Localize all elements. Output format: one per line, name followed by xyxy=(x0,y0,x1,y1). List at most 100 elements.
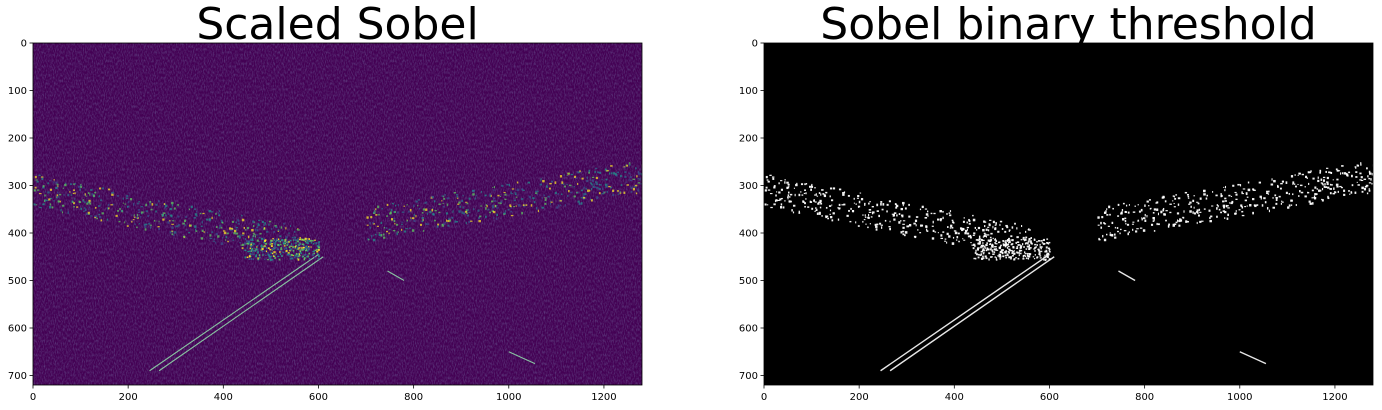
edge-speck xyxy=(1007,245,1010,248)
edge-speck xyxy=(149,224,152,226)
edge-speck xyxy=(1022,237,1024,241)
edge-speck xyxy=(869,223,871,225)
edge-speck xyxy=(1199,211,1202,213)
edge-speck xyxy=(590,199,593,202)
edge-speck xyxy=(982,252,985,255)
edge-speck xyxy=(389,211,392,214)
edge-speck xyxy=(632,187,636,191)
edge-speck xyxy=(284,240,286,243)
edge-speck xyxy=(301,238,304,241)
edge-speck xyxy=(601,192,604,195)
edge-speck xyxy=(289,248,291,251)
edge-speck xyxy=(777,199,780,202)
edge-speck xyxy=(79,201,82,203)
edge-speck xyxy=(954,231,958,235)
lane-mark xyxy=(1118,270,1136,282)
edge-speck xyxy=(1001,228,1004,230)
edge-speck xyxy=(900,207,903,211)
edge-speck xyxy=(1196,221,1198,225)
edge-speck xyxy=(1192,211,1194,214)
edge-speck xyxy=(182,222,185,225)
edge-speck xyxy=(503,212,505,214)
edge-speck xyxy=(629,176,632,179)
edge-speck xyxy=(255,254,258,257)
edge-speck xyxy=(522,189,525,191)
edge-speck xyxy=(569,191,573,194)
edge-speck xyxy=(818,201,820,204)
edge-speck xyxy=(270,228,273,230)
edge-speck xyxy=(415,215,417,218)
edge-speck xyxy=(366,224,369,226)
edge-speck xyxy=(446,203,449,206)
edge-speck xyxy=(242,232,245,235)
edge-speck xyxy=(472,189,475,193)
edge-speck xyxy=(108,207,110,210)
edge-speck xyxy=(773,203,776,206)
edge-speck xyxy=(1361,190,1364,193)
edge-speck xyxy=(510,191,512,194)
edge-speck xyxy=(80,184,82,187)
edge-speck xyxy=(901,215,904,218)
edge-speck xyxy=(1037,240,1040,242)
edge-speck xyxy=(1275,202,1278,205)
edge-speck xyxy=(1117,230,1119,233)
edge-speck xyxy=(1332,192,1335,195)
edge-speck xyxy=(557,193,560,195)
edge-speck xyxy=(561,183,563,185)
edge-speck xyxy=(391,202,394,205)
edge-speck xyxy=(599,171,602,175)
edge-speck xyxy=(605,178,608,181)
edge-speck xyxy=(1017,244,1019,246)
edge-speck xyxy=(1041,242,1044,244)
edge-speck xyxy=(1135,230,1138,233)
edge-speck xyxy=(983,232,986,234)
edge-speck xyxy=(381,207,383,210)
edge-speck xyxy=(554,181,557,184)
edge-speck xyxy=(82,199,85,201)
edge-speck xyxy=(1128,204,1130,206)
edge-speck xyxy=(303,243,305,247)
edge-speck xyxy=(819,206,822,209)
edge-speck xyxy=(493,200,496,202)
edge-speck xyxy=(442,195,444,198)
edge-speck xyxy=(541,206,545,209)
edge-speck xyxy=(138,223,140,225)
edge-speck xyxy=(1013,258,1016,261)
edge-speck xyxy=(1124,217,1127,220)
edge-speck xyxy=(784,179,786,181)
edge-speck xyxy=(821,189,824,191)
edge-speck xyxy=(875,225,878,228)
edge-speck xyxy=(1330,171,1333,175)
edge-speck xyxy=(285,251,287,253)
edge-speck xyxy=(968,222,971,225)
edge-speck xyxy=(831,204,833,206)
edge-speck xyxy=(137,211,141,213)
edge-speck xyxy=(1010,235,1013,238)
edge-speck xyxy=(1252,211,1254,215)
edge-speck xyxy=(429,210,432,214)
edge-speck xyxy=(510,214,514,217)
edge-speck xyxy=(466,211,468,214)
edge-speck xyxy=(133,203,135,206)
edge-speck xyxy=(1132,211,1136,213)
edge-speck xyxy=(277,247,279,250)
edge-speck xyxy=(88,201,91,204)
edge-speck xyxy=(1227,213,1229,217)
edge-speck xyxy=(536,193,539,195)
edge-speck xyxy=(592,185,594,188)
edge-speck xyxy=(630,186,633,190)
edge-speck xyxy=(1310,170,1312,172)
x-tick-label: 1200 xyxy=(591,392,616,403)
edge-speck xyxy=(1368,170,1371,173)
edge-speck xyxy=(942,216,944,220)
edge-speck xyxy=(138,201,140,203)
edge-speck xyxy=(893,218,896,221)
edge-speck xyxy=(1220,194,1222,198)
edge-speck xyxy=(596,197,599,200)
edge-speck xyxy=(222,230,226,232)
edge-speck xyxy=(1227,204,1229,207)
edge-speck xyxy=(803,200,805,203)
edge-speck xyxy=(73,205,75,208)
x-tick-label: 1200 xyxy=(1322,392,1347,403)
edge-speck xyxy=(1027,240,1030,243)
